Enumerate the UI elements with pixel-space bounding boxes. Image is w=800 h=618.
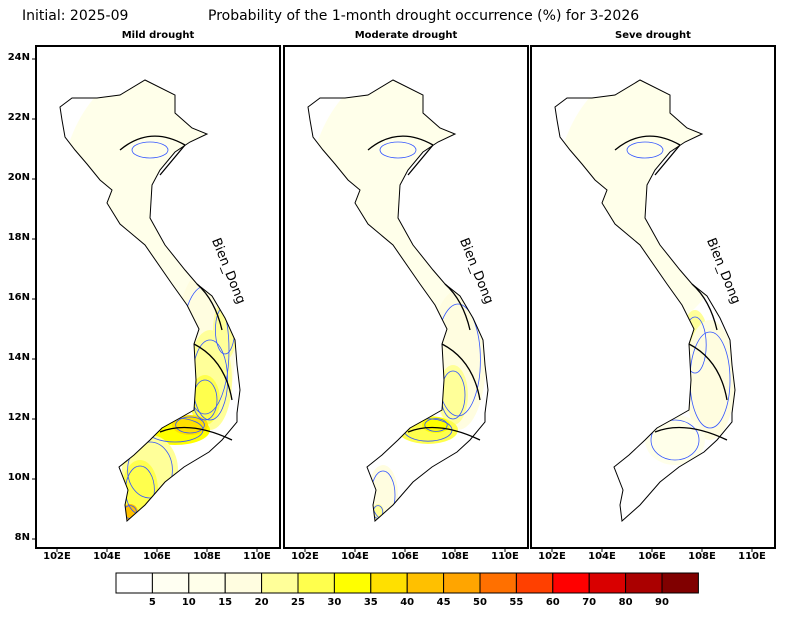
x-tick-label: 110E [491,551,519,562]
y-tick-label: 12N [7,412,30,423]
map-panel-1 [35,45,281,549]
colorbar-label: 10 [181,597,196,608]
y-tick-label: 8N [14,532,30,543]
colorbar-label: 35 [363,597,378,608]
colorbar-box [406,572,445,594]
contour-line [424,418,448,432]
colorbar-box [588,572,627,594]
panel-title-severe: Seve drought [615,30,691,41]
colorbar-label: 5 [148,597,156,608]
region-boundaries-2 [367,135,481,441]
x-tick-label: 102E [43,551,71,562]
colorbar-box [625,572,663,594]
colorbar-label: 50 [473,597,487,608]
probability-patch [438,365,468,425]
y-tick-label: 20N [7,172,30,183]
x-tick-label: 106E [638,551,666,562]
region-boundaries-1 [119,135,233,441]
y-tick-label: 16N [7,292,30,303]
x-tick-label: 106E [143,551,171,562]
panel-title-moderate: Moderate drought [354,30,458,41]
colorbar-box [552,572,590,594]
x-tick-label: 108E [688,551,716,562]
x-tick-label: 104E [93,551,121,562]
figure-title: Probability of the 1-month drought occur… [208,8,640,24]
probability-patch [645,415,705,465]
probability-patch [190,375,220,425]
x-tick-label: 110E [243,551,271,562]
y-tick-label: 14N [7,352,30,363]
colorbar-box [333,572,372,594]
colorbar-box [261,572,299,594]
colorbar-label: 60 [545,597,560,608]
colorbar-box [115,572,153,594]
contour-line [131,141,169,159]
colorbar-box [151,572,190,594]
colorbar-box [188,572,226,594]
map-panel-2 [283,45,529,549]
contour-line [175,416,205,434]
colorbar-box [224,572,263,594]
y-tick-label: 18N [7,232,30,243]
colorbar-box [370,572,408,594]
colorbar-label: 20 [254,597,269,608]
y-tick-label: 24N [7,52,30,63]
colorbar-label: 30 [327,597,342,608]
contour-line [650,419,700,461]
initial-label: Initial: 2025-09 [22,8,129,24]
x-tick-label: 102E [538,551,566,562]
colorbar-label: 80 [618,597,633,608]
colorbar-label: 25 [291,597,305,608]
x-tick-label: 106E [391,551,419,562]
contour-line [127,441,173,499]
probability-patch [685,320,735,440]
region-boundaries-3 [614,135,728,441]
colorbar-box [661,572,699,594]
y-tick-label: 22N [7,112,30,123]
contour-line [626,141,664,159]
x-tick-label: 110E [738,551,766,562]
x-tick-label: 102E [291,551,319,562]
colorbar-box [479,572,517,594]
x-tick-label: 108E [193,551,221,562]
map-panel-3 [530,45,776,549]
x-tick-label: 104E [341,551,369,562]
x-tick-label: 104E [588,551,616,562]
colorbar-label: 90 [655,597,669,608]
colorbar-label: 45 [436,597,451,608]
colorbar-box [443,572,481,594]
colorbar-label: 55 [509,597,524,608]
y-tick-label: 10N [7,472,30,483]
colorbar-label: 70 [582,597,597,608]
colorbar-label: 40 [400,597,415,608]
probability-patch [172,415,208,435]
colorbar-label: 15 [218,597,233,608]
colorbar-box [515,572,554,594]
x-tick-label: 108E [441,551,469,562]
contour-line [379,141,417,159]
panel-title-mild: Mild drought [121,30,195,41]
colorbar-box [297,572,335,594]
